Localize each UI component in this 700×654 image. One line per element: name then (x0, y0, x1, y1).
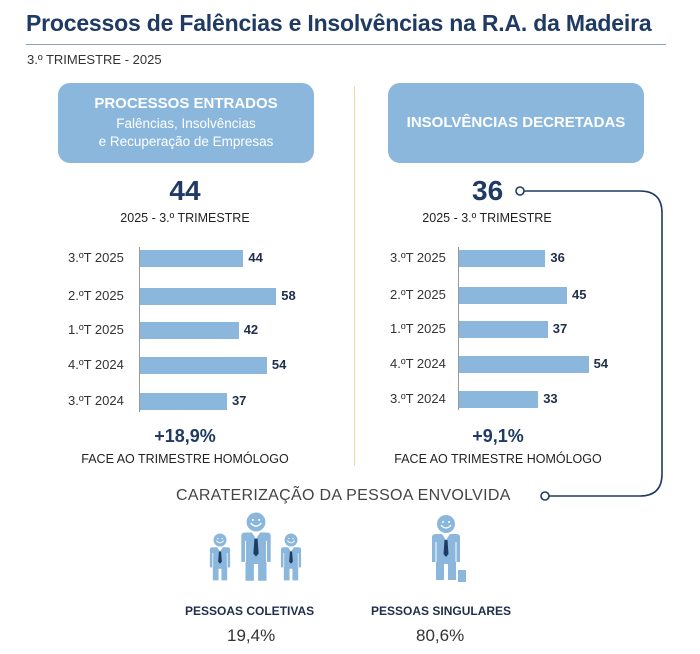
processos-entrados-sub1: Falências, Insolvências (116, 116, 256, 131)
processos-entrados-sub2: e Recuperação de Empresas (98, 134, 274, 149)
processos-entrados-header: PROCESSOS ENTRADOS Falências, Insolvênci… (58, 83, 314, 163)
processos-change: +18,9% (154, 426, 216, 446)
insolvencias-bar-value: 36 (550, 250, 565, 265)
insolvencias-period: 2025 - 3.º TRIMESTRE (422, 211, 552, 225)
processos-bar (140, 357, 267, 374)
processos-change-label: FACE AO TRIMESTRE HOMÓLOGO (81, 452, 289, 466)
insolvencias-bar-value: 33 (543, 391, 558, 406)
insolvencias-bar-label: 1.ºT 2025 (390, 321, 446, 336)
processos-bar-label: 1.ºT 2025 (68, 322, 124, 337)
insolvencias-total: 36 (472, 175, 504, 206)
insolvencias-bar-label: 3.ºT 2025 (390, 250, 446, 265)
insolvencias-bar (459, 250, 546, 267)
insolvencias-bar (459, 287, 567, 304)
insolvencias-bar-label: 4.ºT 2024 (390, 356, 446, 371)
insolvencias-bar (459, 356, 589, 373)
insolvencias-bar (459, 391, 539, 408)
processos-bar-label: 2.ºT 2025 (68, 288, 124, 303)
processos-total: 44 (169, 175, 201, 206)
title-divider (26, 44, 666, 45)
insolvencias-decretadas-header: INSOLVÊNCIAS DECRETADAS (388, 83, 644, 163)
person-icon-left (209, 533, 231, 581)
singular-label: PESSOAS SINGULARES (371, 604, 512, 618)
insolvencias-change: +9,1% (472, 426, 524, 446)
processos-bar (140, 322, 239, 339)
briefcase-icon (458, 570, 466, 582)
singular-value: 80,6% (416, 626, 465, 645)
processos-period: 2025 - 3.º TRIMESTRE (120, 211, 250, 225)
processos-bar-label: 4.ºT 2024 (68, 357, 124, 372)
processos-bar-value: 44 (248, 250, 263, 265)
processos-entrados-heading: PROCESSOS ENTRADOS (94, 95, 278, 112)
processos-bar (140, 250, 244, 267)
insolvencias-bar-value: 45 (572, 287, 587, 302)
processos-bar-value: 58 (281, 288, 296, 303)
person-icon-right (280, 533, 302, 581)
processos-bar-value: 54 (271, 357, 287, 372)
page-subtitle: 3.º TRIMESTRE - 2025 (27, 52, 162, 67)
processos-bar-label: 3.ºT 2025 (68, 250, 124, 265)
page-title: Processos de Falências e Insolvências na… (26, 10, 652, 36)
collective-label: PESSOAS COLETIVAS (185, 604, 315, 618)
panel-divider (354, 86, 355, 466)
person-icon-single (431, 514, 461, 581)
characterization-heading: CARATERIZAÇÃO DA PESSOA ENVOLVIDA (176, 487, 511, 504)
person-icon-center (240, 511, 272, 582)
insolvencias-change-label: FACE AO TRIMESTRE HOMÓLOGO (394, 452, 602, 466)
processos-bar (140, 288, 277, 305)
processos-bar-value: 37 (231, 393, 247, 408)
insolvencias-bar-label: 2.ºT 2025 (390, 287, 446, 302)
connector-end-dot (540, 491, 550, 501)
connector-path (524, 190, 663, 497)
insolvencias-decretadas-heading: INSOLVÊNCIAS DECRETADAS (406, 114, 626, 131)
processos-axis (139, 247, 140, 412)
insolvencias-bar-value: 54 (593, 356, 609, 371)
insolvencias-bar-value: 37 (552, 321, 568, 336)
insolvencias-axis (458, 247, 459, 410)
collective-value: 19,4% (227, 626, 276, 645)
insolvencias-bar-label: 3.ºT 2024 (390, 391, 446, 406)
processos-bar-label: 3.ºT 2024 (68, 393, 124, 408)
processos-bar-value: 42 (243, 322, 259, 337)
processos-bar (140, 393, 227, 410)
insolvencias-bar (459, 321, 548, 338)
